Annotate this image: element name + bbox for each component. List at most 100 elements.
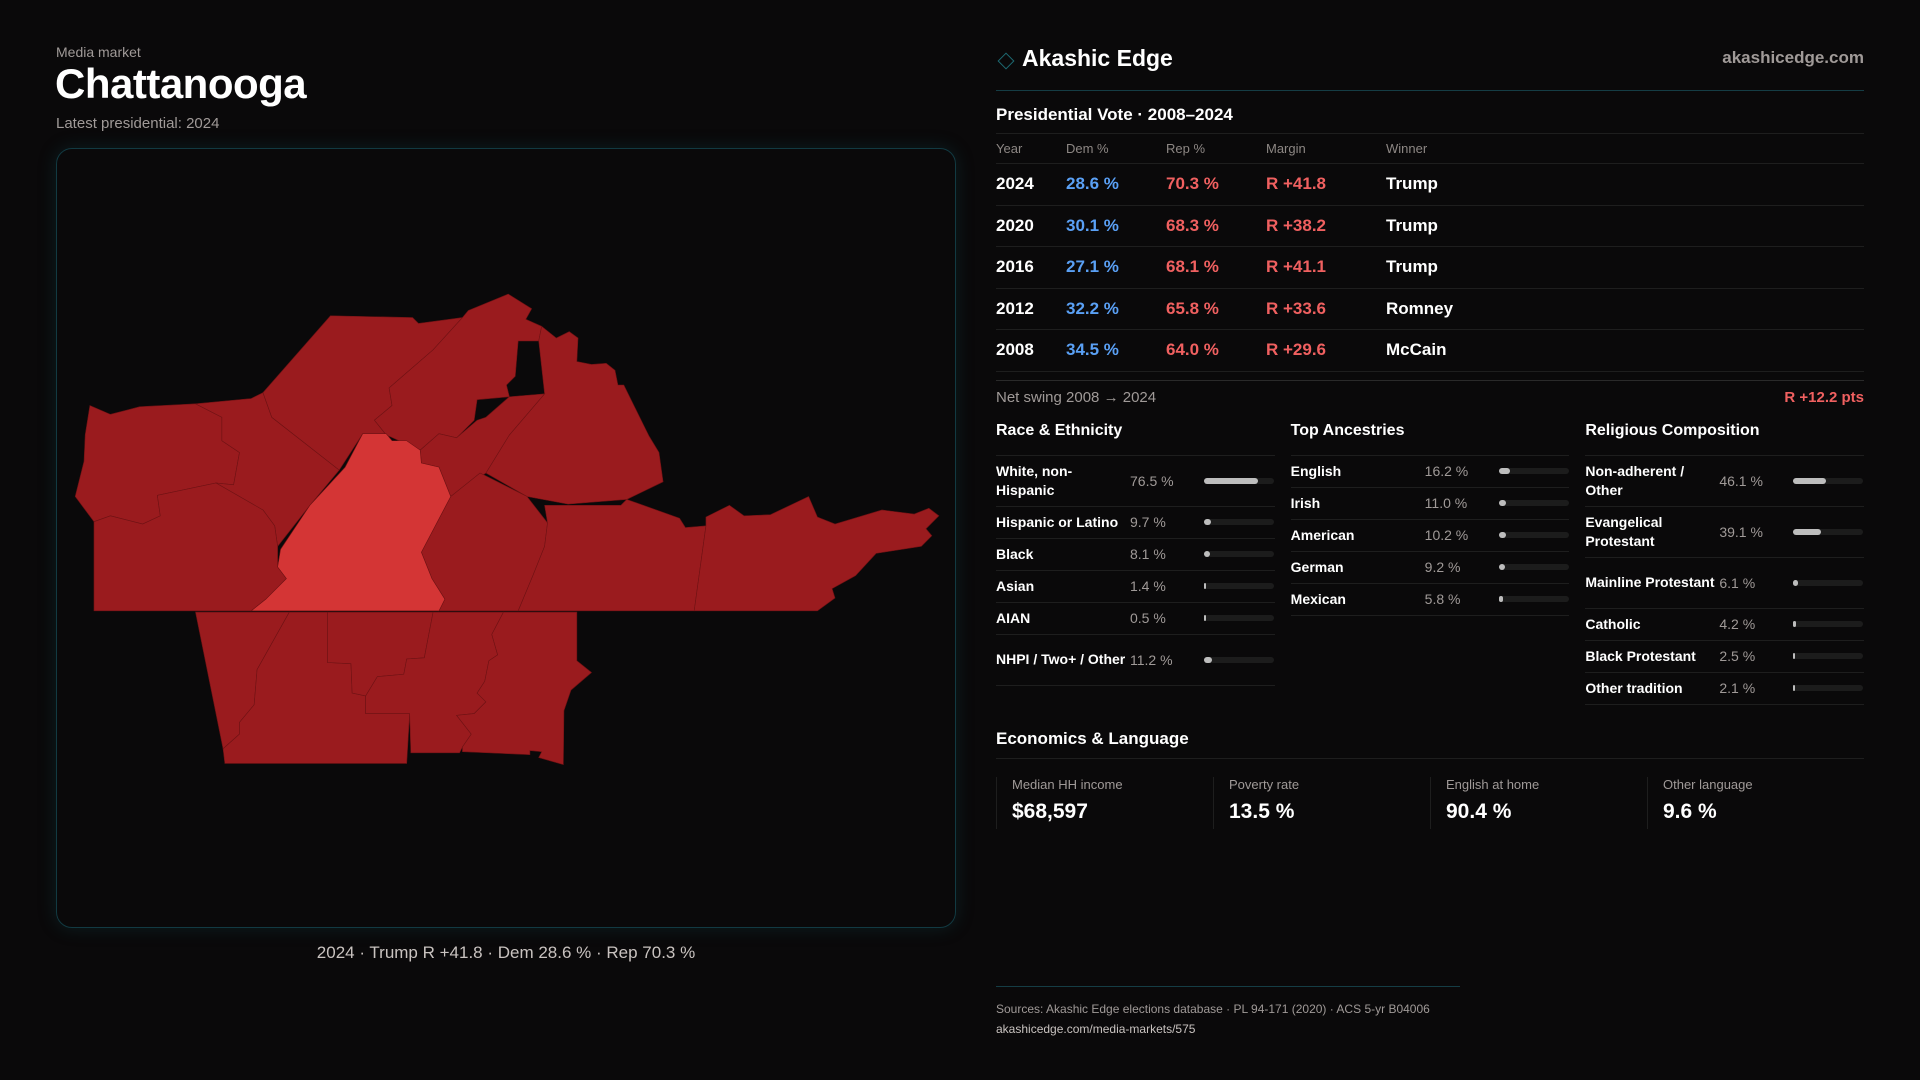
metric-label: Median HH income — [1012, 776, 1123, 792]
bar-track — [1793, 528, 1864, 535]
net-swing-label: Net swing 2008 → 2024 — [996, 388, 1157, 406]
metric-card: English at home 90.4 % — [1430, 776, 1647, 829]
cell-winner: Trump — [1386, 205, 1864, 247]
metric-value: $68,597 — [1012, 799, 1088, 823]
bar-fill — [1204, 551, 1210, 557]
economics-title: Economics & Language — [996, 729, 1864, 759]
list-item: Mexican 5.8 % — [1290, 584, 1570, 616]
list-item: Evangelical Protestant 39.1 % — [1585, 507, 1865, 558]
cell-winner: Romney — [1386, 288, 1864, 330]
cell-rep: 68.3 % — [1166, 205, 1266, 247]
list-item: Hispanic or Latino 9.7 % — [996, 507, 1275, 539]
divider — [996, 90, 1864, 91]
presidential-title: Presidential Vote · 2008–2024 — [996, 105, 1233, 124]
item-value: 5.8 % — [1424, 591, 1461, 607]
table-row: 2008 34.5 % 64.0 % R +29.6 McCain — [996, 329, 1864, 372]
bar-fill — [1498, 500, 1507, 506]
item-label: Mainline Protestant — [1585, 574, 1715, 590]
item-label: Black Protestant — [1585, 647, 1696, 664]
item-label: Non-adherent / Other — [1585, 462, 1685, 498]
map-frame — [56, 148, 956, 928]
item-value: 46.1 % — [1719, 472, 1763, 489]
bar-fill — [1793, 528, 1821, 535]
sources-text: Sources: Akashic Edge elections database… — [996, 1002, 1430, 1016]
bar-fill — [1793, 477, 1826, 484]
item-value: 76.5 % — [1130, 472, 1174, 489]
item-value: 6.1 % — [1719, 574, 1756, 591]
item-label: Black — [996, 545, 1034, 562]
table-row: 2012 32.2 % 65.8 % R +33.6 Romney — [996, 288, 1864, 330]
list-item: German 9.2 % — [1290, 552, 1570, 584]
bar-track — [1498, 596, 1569, 602]
item-value: 10.2 % — [1424, 527, 1469, 543]
bar-track — [1498, 564, 1569, 570]
metric-value: 90.4 % — [1446, 799, 1512, 823]
cell-dem: 28.6 % — [1066, 163, 1166, 206]
bar-track — [1204, 477, 1274, 484]
item-value: 11.0 % — [1424, 495, 1468, 511]
bar-fill — [1204, 519, 1211, 525]
list-item: Asian 1.4 % — [996, 571, 1275, 603]
page-title: Chattanooga — [55, 60, 307, 107]
metric-value: 9.6 % — [1663, 799, 1717, 823]
cell-dem: 27.1 % — [1066, 246, 1166, 289]
bar-fill — [1204, 583, 1206, 589]
item-label: English — [1290, 462, 1342, 479]
item-label: German — [1290, 558, 1344, 575]
bar-fill — [1793, 579, 1798, 586]
cell-dem: 34.5 % — [1066, 329, 1166, 372]
metric-label: English at home — [1446, 776, 1540, 792]
cell-year: 2012 — [996, 288, 1066, 330]
county[interactable] — [456, 611, 592, 766]
source-link[interactable]: akashicedge.com/media-markets/575 — [996, 1022, 1196, 1036]
brand-url-link[interactable]: akashicedge.com — [1722, 48, 1864, 67]
bar-fill — [1498, 532, 1506, 538]
bar-track — [1793, 477, 1864, 484]
bar-track — [1498, 468, 1569, 474]
county[interactable] — [374, 293, 542, 451]
county-highlighted[interactable] — [250, 433, 452, 612]
cell-year: 2020 — [996, 205, 1066, 247]
county[interactable] — [517, 499, 707, 612]
list-item: English 16.2 % — [1290, 456, 1570, 488]
item-value: 39.1 % — [1719, 523, 1763, 540]
list-item: Black Protestant 2.5 % — [1585, 641, 1865, 673]
bar-track — [1498, 500, 1569, 506]
race-title: Race & Ethnicity — [996, 422, 1275, 456]
table-row: 2016 27.1 % 68.1 % R +41.1 Trump — [996, 246, 1864, 289]
cell-margin: R +29.6 — [1266, 329, 1386, 372]
race-section: Race & Ethnicity White, non-Hispanic 76.5 … — [996, 422, 1275, 705]
bar-track — [1204, 656, 1274, 663]
bar-track — [1204, 583, 1274, 589]
item-value: 9.2 % — [1424, 559, 1461, 575]
bar-fill — [1793, 685, 1796, 691]
bar-fill — [1204, 656, 1212, 663]
metric-label: Other language — [1663, 776, 1753, 792]
cell-year: 2016 — [996, 246, 1066, 289]
list-item: AIAN 0.5 % — [996, 603, 1275, 635]
bar-track — [1204, 551, 1274, 557]
bar-fill — [1498, 596, 1503, 602]
table-row: 2020 30.1 % 68.3 % R +38.2 Trump — [996, 205, 1864, 247]
cell-dem: 30.1 % — [1066, 205, 1166, 247]
brand-name: Akashic Edge — [1022, 44, 1173, 71]
bar-fill — [1204, 477, 1258, 484]
list-item: Non-adherent / Other 46.1 % — [1585, 456, 1865, 507]
item-label: NHPI / Two+ / Other — [996, 651, 1126, 667]
item-value: 2.1 % — [1719, 680, 1756, 696]
list-item: Irish 11.0 % — [1290, 488, 1570, 520]
religion-section: Religious Composition Non-adherent / Othe… — [1585, 422, 1865, 705]
county[interactable] — [693, 496, 940, 612]
col-winner: Winner — [1386, 133, 1864, 164]
bar-track — [1793, 579, 1864, 586]
cell-winner: Trump — [1386, 163, 1864, 206]
item-label: Catholic — [1585, 615, 1641, 632]
item-label: Irish — [1290, 494, 1321, 511]
item-label: American — [1290, 526, 1355, 543]
religion-title: Religious Composition — [1585, 422, 1865, 456]
cell-rep: 70.3 % — [1166, 163, 1266, 206]
item-label: AIAN — [996, 609, 1031, 626]
metric-card: Poverty rate 13.5 % — [1213, 776, 1430, 829]
bar-track — [1793, 685, 1864, 691]
item-label: Asian — [996, 577, 1035, 594]
